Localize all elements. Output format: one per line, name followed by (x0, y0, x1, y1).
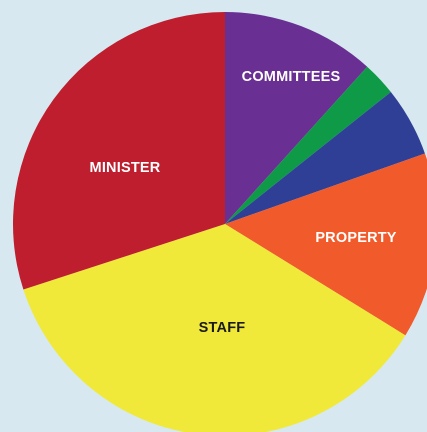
pie-slice-staff (23, 224, 406, 432)
pie-slices (13, 12, 427, 432)
pie-slice-1 (225, 66, 391, 224)
pie-slice-property (225, 153, 427, 336)
slice-label-minister: MINISTER (90, 160, 161, 176)
pie-labels: COMMITTEES PROPERTY STAFF MINISTER (90, 69, 397, 336)
pie-slice-minister (13, 12, 226, 290)
slice-label-staff: STAFF (199, 320, 246, 336)
slice-label-property: PROPERTY (315, 230, 396, 246)
pie-slice-2 (225, 91, 425, 224)
pie-slice-committees (225, 12, 368, 224)
slice-label-committees: COMMITTEES (242, 69, 341, 85)
